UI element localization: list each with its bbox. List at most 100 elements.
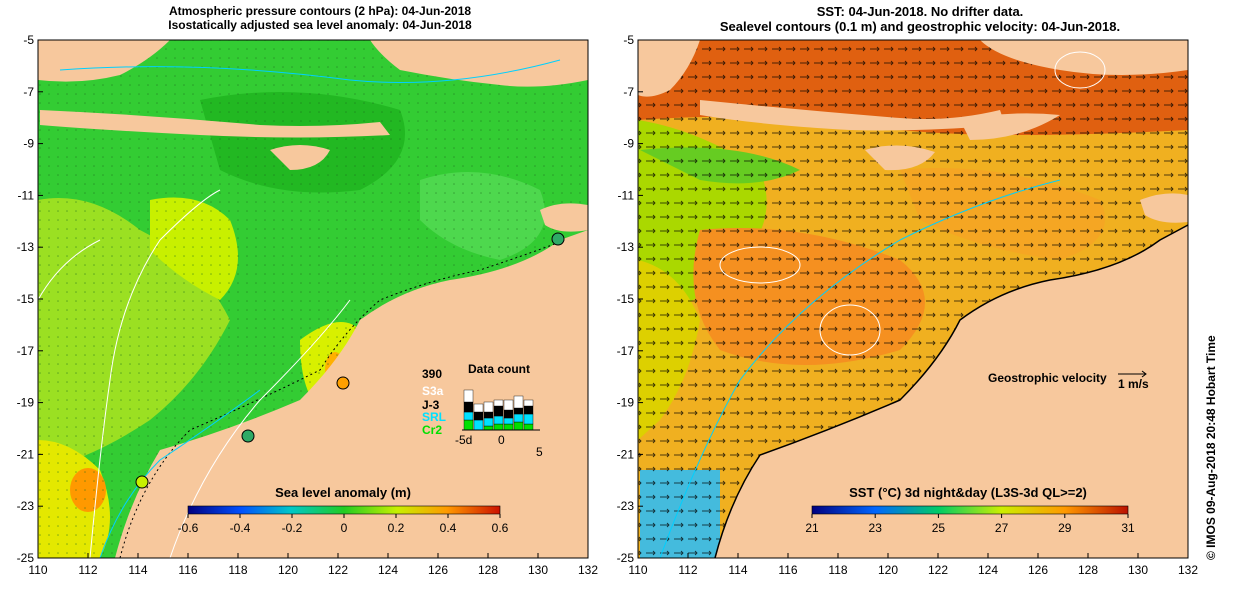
sla-colorbar: Sea level anomaly (m) -0.6 -0.4 -0.2 0 0.2 0.… — [178, 485, 509, 535]
histogram-bar — [493, 423, 504, 431]
left-y-tick-label: -7 — [23, 85, 34, 99]
right-x-tick-label: 132 — [1178, 563, 1198, 577]
histogram-bar — [493, 399, 504, 407]
sla-colorbar-tick-label: 0 — [341, 521, 348, 535]
right-x-tick-label: 110 — [628, 563, 647, 577]
left-x-axis-ticks: 110 112 114 116 118 120 122 124 126 128 130 132 — [28, 553, 598, 577]
data-count-max: 390 — [422, 367, 442, 381]
coastline-right — [714, 224, 1189, 559]
java-land-right — [638, 40, 700, 97]
histogram-bar — [503, 409, 514, 419]
right-x-tick-label: 126 — [1028, 563, 1048, 577]
tide-gauge-port-hedland[interactable] — [241, 429, 255, 443]
sealevel-eddy-3 — [1054, 51, 1106, 89]
australia-land — [115, 230, 588, 558]
right-title-line2: Sealevel contours (0.1 m) and geostrophi… — [719, 19, 1121, 34]
sla-colorbar-tick-label: -0.2 — [282, 521, 303, 535]
left-y-tick-label: -15 — [17, 292, 35, 306]
histogram-label-zero: 0 — [498, 433, 505, 447]
left-x-tick-label: 122 — [328, 563, 348, 577]
right-x-tick-label: 124 — [978, 563, 998, 577]
histogram-bar — [513, 407, 524, 415]
histogram-bar — [483, 417, 494, 427]
histogram-bar — [473, 419, 484, 431]
histogram-bar — [493, 415, 504, 425]
sla-colorbar-ticks: -0.6 -0.4 -0.2 0 0.2 0.4 0.6 — [178, 514, 509, 535]
histogram-bar — [513, 395, 524, 409]
histogram-bar — [513, 413, 524, 423]
left-x-tick-label: 116 — [178, 563, 197, 577]
right-x-tick-label: 130 — [1128, 563, 1148, 577]
right-x-axis-ticks: 110 112 114 116 118 120 122 124 126 128 130 132 — [628, 553, 1198, 577]
australia-land-right — [715, 225, 1188, 558]
timor-island-right — [960, 113, 1060, 140]
right-y-tick-label: -5 — [623, 33, 634, 47]
sst-colorbar-tick-label: 23 — [869, 521, 883, 535]
sla-colorbar-tick-label: 0.6 — [492, 521, 509, 535]
tide-gauge-broome[interactable] — [336, 376, 350, 390]
left-x-tick-label: 130 — [528, 563, 548, 577]
left-x-tick-label: 124 — [378, 563, 398, 577]
right-x-tick-label: 122 — [928, 563, 948, 577]
sla-colorbar-tick-label: -0.4 — [230, 521, 251, 535]
left-y-tick-label: -25 — [17, 551, 35, 565]
pressure-contour-3 — [37, 239, 101, 301]
histogram-bar — [503, 399, 514, 411]
histogram-label-end: 5 — [536, 445, 543, 459]
histogram-bar — [463, 411, 474, 421]
histogram-bar — [473, 411, 484, 421]
sla-colorbar-label: Sea level anomaly (m) — [275, 485, 411, 500]
left-y-tick-label: -19 — [17, 396, 35, 410]
right-y-tick-label: -7 — [623, 85, 634, 99]
left-y-tick-label: -17 — [17, 344, 35, 358]
left-x-tick-label: 120 — [278, 563, 298, 577]
histogram-bar — [463, 389, 474, 403]
right-x-tick-label: 116 — [778, 563, 797, 577]
sla-colorbar-tick-label: 0.2 — [388, 521, 405, 535]
left-title-line1: Atmospheric pressure contours (2 hPa): 0… — [168, 4, 472, 18]
velocity-scale-arrowhead — [1141, 370, 1147, 378]
data-count-title: Data count — [468, 362, 530, 376]
histogram-label-start: -5d — [455, 433, 472, 447]
java-land — [38, 40, 170, 82]
sst-colorbar: SST (°C) 3d night&day (L3S-3d QL>=2) 21 2… — [805, 485, 1135, 535]
sumba-island-right — [865, 145, 935, 171]
bathymetry-contour — [99, 389, 261, 559]
sla-colorbar-tick-label: 0.4 — [440, 521, 457, 535]
histogram-bar — [483, 425, 494, 431]
imos-credit: © IMOS 09-Aug-2018 20:48 Hobart Time — [1204, 335, 1218, 560]
sat-label-cr2: Cr2 — [422, 423, 442, 437]
right-y-axis-ticks: -5 -7 -9 -11 -13 -15 -17 -19 -21 -23 -25 — [617, 33, 643, 565]
right-x-tick-label: 118 — [828, 563, 847, 577]
sla-colorbar-tick-label: -0.6 — [178, 521, 199, 535]
velocity-legend-label: Geostrophic velocity — [988, 371, 1107, 385]
tide-gauge-exmouth[interactable] — [135, 475, 149, 489]
borneo-sulawesi-land — [370, 40, 588, 87]
north-land-right — [980, 40, 1188, 75]
sst-colorbar-tick-label: 29 — [1058, 521, 1072, 535]
left-x-tick-label: 118 — [228, 563, 247, 577]
left-x-tick-label: 126 — [428, 563, 448, 577]
sat-label-srl: SRL — [422, 410, 446, 424]
histogram-bar — [523, 423, 534, 431]
left-y-tick-label: -5 — [23, 33, 34, 47]
velocity-scale-label: 1 m/s — [1118, 377, 1149, 391]
histogram-bar — [523, 413, 534, 425]
histogram-bar — [513, 421, 524, 431]
histogram-bar — [503, 423, 514, 431]
sst-colorbar-tick-label: 25 — [932, 521, 946, 535]
left-x-tick-label: 128 — [478, 563, 498, 577]
sealevel-eddy-1 — [719, 246, 801, 284]
left-x-tick-label: 112 — [78, 563, 97, 577]
right-x-tick-label: 128 — [1078, 563, 1098, 577]
sst-colorbar-tick-label: 21 — [805, 521, 819, 535]
right-x-tick-label: 114 — [728, 563, 747, 577]
tide-gauge-darwin[interactable] — [551, 232, 565, 246]
right-y-tick-label: -13 — [617, 240, 635, 254]
histogram-bar — [523, 405, 534, 415]
lesser-sunda-islands — [40, 110, 390, 138]
sst-colorbar-tick-label: 31 — [1121, 521, 1135, 535]
tiwi-islands-right — [1140, 193, 1188, 223]
left-x-tick-label: 110 — [28, 563, 47, 577]
sat-label-s3a: S3a — [422, 384, 444, 398]
